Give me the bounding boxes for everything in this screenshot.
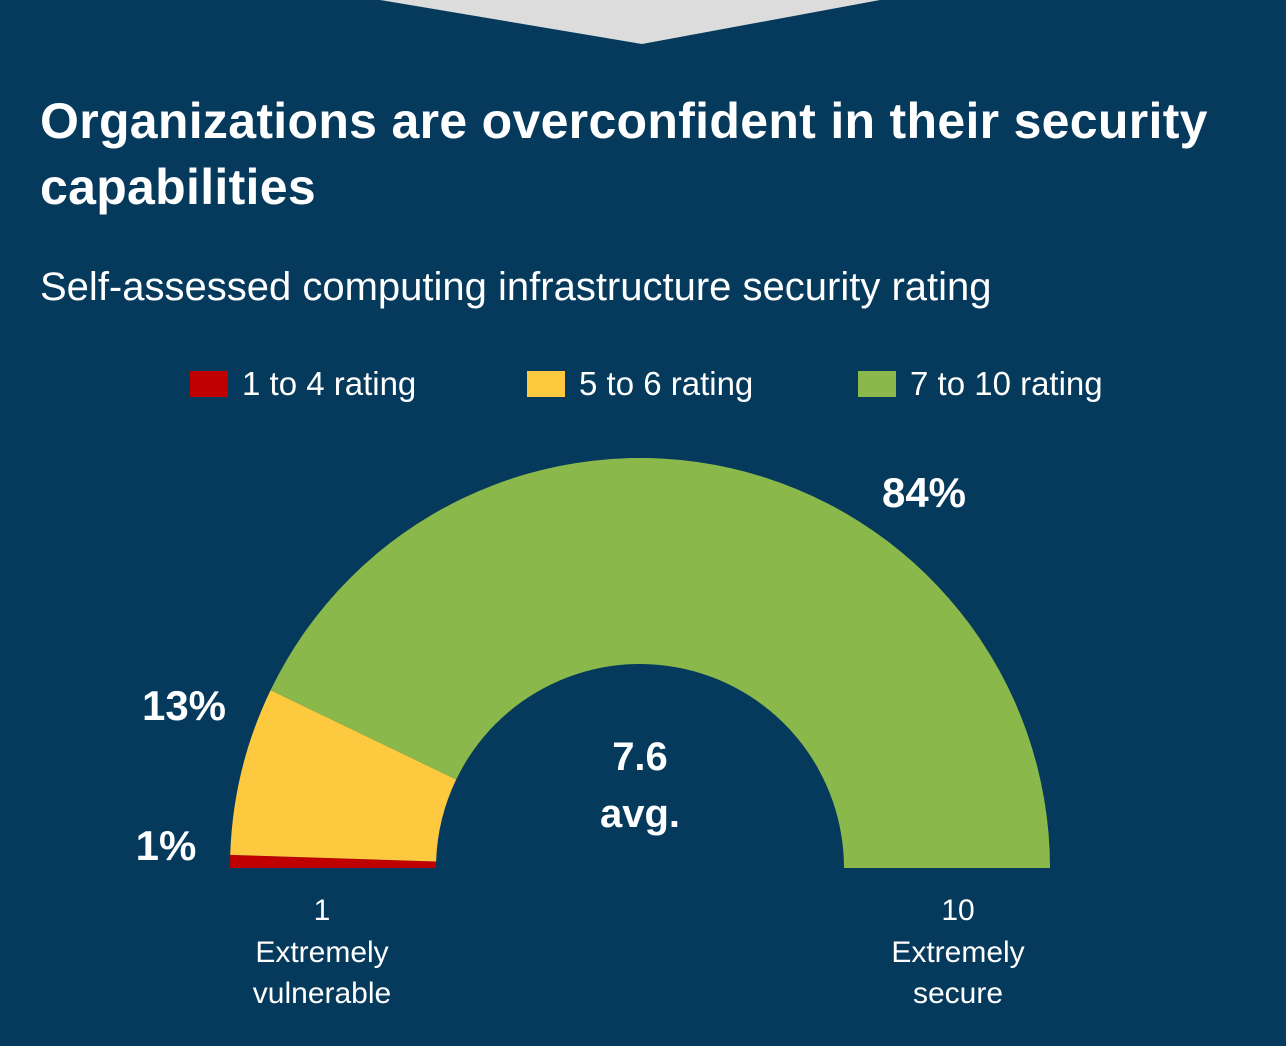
legend-item-mid: 5 to 6 rating [527, 362, 753, 406]
average-value: 7.6 [612, 735, 668, 779]
gauge-segment-low [230, 854, 437, 868]
chart-legend: 1 to 4 rating 5 to 6 rating 7 to 10 rati… [0, 362, 1286, 406]
axis-max-desc-line1: Extremely [891, 936, 1024, 969]
axis-max-desc-line2: secure [913, 977, 1003, 1010]
average-unit: avg. [600, 792, 680, 836]
data-label-mid: 13% [142, 682, 226, 729]
data-label-high: 84% [882, 469, 966, 516]
gauge-segments [230, 458, 1050, 868]
legend-swatch-low [190, 371, 228, 397]
chart-subtitle: Self-assessed computing infrastructure s… [40, 265, 992, 309]
legend-item-low: 1 to 4 rating [190, 362, 416, 406]
legend-label-high: 7 to 10 rating [910, 365, 1103, 402]
axis-min-desc-line2: vulnerable [253, 977, 391, 1010]
legend-swatch-mid [527, 371, 565, 397]
gauge-segment-high [270, 458, 1050, 868]
axis-min-value: 1 [314, 894, 331, 927]
axis-min-desc-line1: Extremely [255, 936, 388, 969]
axis-max-value: 10 [941, 894, 974, 927]
legend-label-low: 1 to 4 rating [242, 365, 417, 402]
top-notch-band [380, 0, 880, 44]
gauge-segment-mid [230, 690, 457, 862]
legend-item-high: 7 to 10 rating [858, 362, 1103, 406]
legend-label-mid: 5 to 6 rating [579, 365, 754, 402]
page-title: Organizations are overconfident in their… [40, 93, 1208, 215]
data-label-low: 1% [136, 822, 197, 869]
legend-swatch-high [858, 371, 896, 397]
